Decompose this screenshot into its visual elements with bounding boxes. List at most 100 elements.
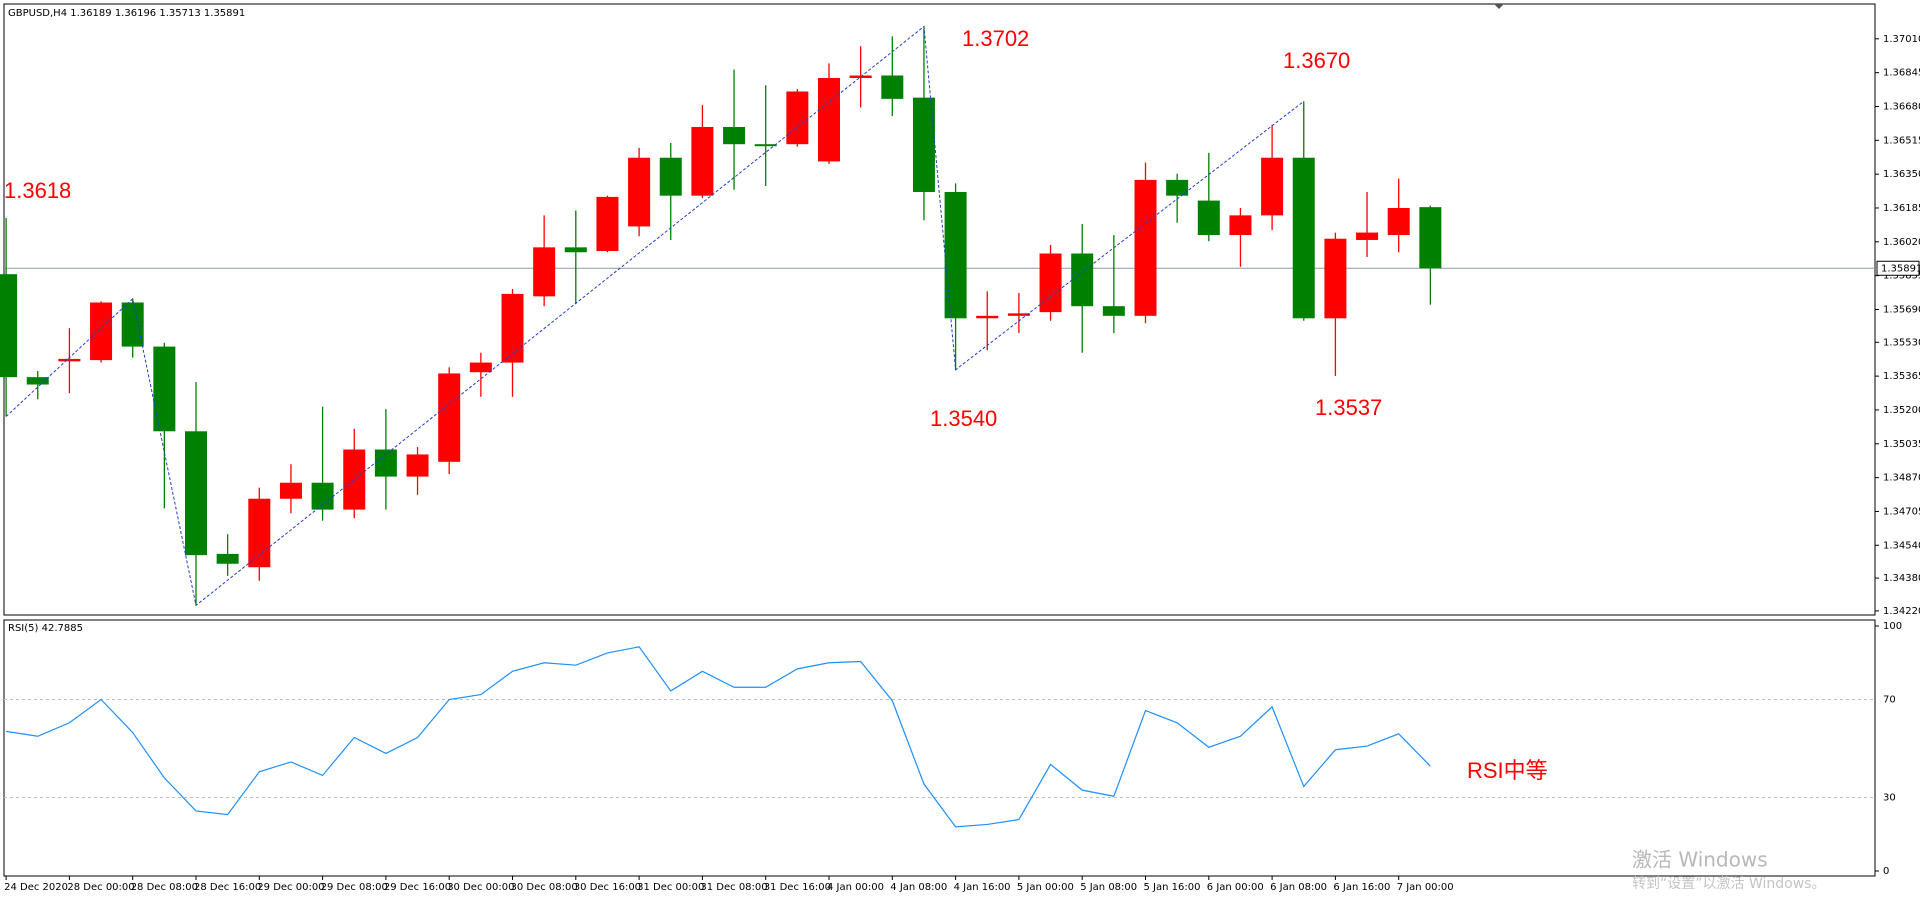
annotation: 1.3618 xyxy=(4,178,71,203)
y-tick-label: 1.34540 xyxy=(1883,540,1920,551)
x-tick-label: 30 Dec 08:00 xyxy=(511,882,578,893)
x-tick-label: 4 Jan 08:00 xyxy=(890,882,947,893)
y-tick-label: 1.35365 xyxy=(1883,371,1920,382)
candle-body xyxy=(0,274,18,378)
zigzag-line xyxy=(5,25,1305,607)
candle-body xyxy=(1356,232,1379,240)
y-tick-label: 1.36185 xyxy=(1883,203,1920,214)
annotation: 1.3670 xyxy=(1283,48,1350,73)
x-tick-label: 29 Dec 08:00 xyxy=(321,882,388,893)
candle-body xyxy=(659,157,682,196)
candle-body xyxy=(1007,313,1030,316)
last-price-label: 1.35891 xyxy=(1881,263,1920,274)
x-tick-label: 5 Jan 08:00 xyxy=(1080,882,1137,893)
candle-body xyxy=(818,77,840,162)
candle-body xyxy=(1071,253,1094,307)
header: GBPUSD,H4 1.36189 1.36196 1.35713 1.3589… xyxy=(8,8,245,19)
candle-body xyxy=(406,454,429,477)
candle-body xyxy=(628,157,651,227)
y-tick-label: 1.36350 xyxy=(1883,169,1920,180)
y-tick-label: 1.35530 xyxy=(1883,337,1920,348)
y-tick-label: 1.34220 xyxy=(1883,606,1920,617)
y-tick-label: 1.37010 xyxy=(1883,34,1920,45)
candle-body xyxy=(1419,207,1442,269)
y-tick-label: 1.34870 xyxy=(1883,473,1920,484)
candle-body xyxy=(1039,253,1062,313)
high: 1.36196 xyxy=(115,8,156,19)
y-tick-label: 70 xyxy=(1883,695,1896,706)
candle-body xyxy=(343,449,366,510)
rsi-title: RSI(5) xyxy=(8,623,39,634)
candle-body xyxy=(1261,157,1284,216)
y-tick-label: 1.35690 xyxy=(1883,304,1920,315)
x-tick-label: 5 Jan 00:00 xyxy=(1017,882,1074,893)
candle-body xyxy=(58,358,81,362)
candle-body xyxy=(279,482,302,499)
x-tick-label: 28 Dec 08:00 xyxy=(131,882,198,893)
candle-body xyxy=(438,373,461,462)
candle-body xyxy=(469,362,492,373)
y-tick-label: 1.36680 xyxy=(1883,101,1920,112)
low: 1.35713 xyxy=(159,8,200,19)
y-tick-label: 1.36515 xyxy=(1883,135,1920,146)
annotation: 1.3702 xyxy=(962,26,1029,51)
x-tick-label: 28 Dec 00:00 xyxy=(67,882,134,893)
y-tick-label: 1.35855 xyxy=(1883,271,1920,282)
x-tick-label: 6 Jan 00:00 xyxy=(1207,882,1264,893)
y-tick-label: 1.35035 xyxy=(1883,439,1920,450)
x-tick-label: 31 Dec 08:00 xyxy=(700,882,767,893)
candle-body xyxy=(374,449,397,477)
x-tick-label: 6 Jan 08:00 xyxy=(1270,882,1327,893)
rsi-line xyxy=(6,646,1431,828)
y-tick-label: 1.34705 xyxy=(1883,506,1920,517)
y-tick-label: 0 xyxy=(1883,866,1889,877)
y-tick-label: 100 xyxy=(1883,621,1902,632)
annotation: 1.3540 xyxy=(930,406,997,431)
annotation: 1.3537 xyxy=(1315,395,1382,420)
watermark-title: 激活 Windows xyxy=(1632,848,1768,872)
x-tick-label: 4 Jan 16:00 xyxy=(954,882,1011,893)
candle-body xyxy=(121,302,144,347)
candle-body xyxy=(1166,179,1189,196)
x-tick-label: 6 Jan 16:00 xyxy=(1333,882,1390,893)
rsi-header: RSI(5) 42.7885 xyxy=(8,623,83,634)
candle-body xyxy=(564,247,587,253)
x-tick-label: 31 Dec 00:00 xyxy=(637,882,704,893)
x-tick-label: 7 Jan 00:00 xyxy=(1397,882,1454,893)
candle-body xyxy=(786,91,809,145)
x-tick-label: 5 Jan 16:00 xyxy=(1144,882,1201,893)
candle-body xyxy=(216,553,239,564)
scroll-marker xyxy=(1494,4,1504,9)
x-tick-label: 30 Dec 16:00 xyxy=(574,882,641,893)
candle-body xyxy=(1292,157,1315,319)
x-tick-label: 4 Jan 00:00 xyxy=(827,882,884,893)
candle-body xyxy=(881,75,904,99)
y-tick-label: 30 xyxy=(1883,793,1896,804)
close: 1.35891 xyxy=(204,8,245,19)
y-tick-label: 1.34380 xyxy=(1883,573,1920,584)
x-tick-label: 30 Dec 00:00 xyxy=(447,882,514,893)
x-tick-label: 29 Dec 16:00 xyxy=(384,882,451,893)
candle-body xyxy=(1387,207,1410,236)
x-tick-label: 31 Dec 16:00 xyxy=(764,882,831,893)
y-tick-label: 1.36845 xyxy=(1883,68,1920,79)
candle-body xyxy=(501,293,524,363)
candle-body xyxy=(311,482,334,510)
y-tick-label: 1.35200 xyxy=(1883,405,1920,416)
candle-body xyxy=(185,431,207,556)
y-tick-label: 1.36020 xyxy=(1883,237,1920,248)
last-price-box xyxy=(1876,260,1920,276)
main-panel xyxy=(3,3,1876,616)
candle-body xyxy=(90,302,113,361)
candle-body xyxy=(533,247,556,297)
candle-body xyxy=(976,315,999,319)
open: 1.36189 xyxy=(70,8,111,19)
candle-body xyxy=(723,126,746,145)
candle-body xyxy=(754,144,777,147)
x-tick-label: 24 Dec 2020 xyxy=(4,882,68,893)
candle-body xyxy=(1197,200,1220,236)
candle-body xyxy=(596,196,619,252)
rsi-panel xyxy=(3,619,1876,877)
